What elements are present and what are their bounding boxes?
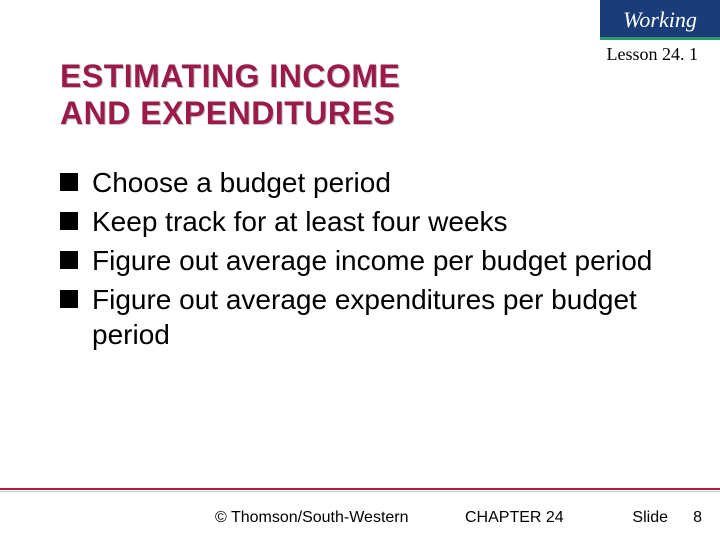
square-bullet-icon xyxy=(60,173,78,191)
footer-divider-grey xyxy=(0,491,720,492)
brand-logo: Working xyxy=(600,0,720,40)
bullet-text: Figure out average expenditures per budg… xyxy=(92,282,660,352)
footer-slide-label: Slide xyxy=(632,509,668,527)
brand-logo-accent xyxy=(600,37,720,40)
footer-slide-number: 8 xyxy=(693,509,702,527)
footer-divider xyxy=(0,488,720,492)
list-item: Figure out average income per budget per… xyxy=(60,243,660,278)
bullet-text: Figure out average income per budget per… xyxy=(92,243,652,278)
square-bullet-icon xyxy=(60,212,78,230)
list-item: Choose a budget period xyxy=(60,165,660,200)
brand-logo-inner: Working xyxy=(619,5,701,35)
square-bullet-icon xyxy=(60,290,78,308)
brand-logo-text: Working xyxy=(623,7,697,32)
footer-chapter: CHAPTER 24 xyxy=(465,509,564,527)
bullet-list: Choose a budget period Keep track for at… xyxy=(60,165,660,356)
square-bullet-icon xyxy=(60,251,78,269)
slide-title-line1: ESTIMATING INCOME xyxy=(60,58,400,95)
bullet-text: Choose a budget period xyxy=(92,165,391,200)
list-item: Figure out average expenditures per budg… xyxy=(60,282,660,352)
footer: © Thomson/South-Western CHAPTER 24 Slide… xyxy=(0,496,720,540)
slide-title-line2: AND EXPENDITURES xyxy=(60,95,400,132)
bullet-text: Keep track for at least four weeks xyxy=(92,204,508,239)
footer-copyright: © Thomson/South-Western xyxy=(215,509,409,527)
lesson-label: Lesson 24. 1 xyxy=(607,44,699,65)
slide-title: ESTIMATING INCOME AND EXPENDITURES xyxy=(60,58,400,132)
slide: Working Lesson 24. 1 ESTIMATING INCOME A… xyxy=(0,0,720,540)
list-item: Keep track for at least four weeks xyxy=(60,204,660,239)
